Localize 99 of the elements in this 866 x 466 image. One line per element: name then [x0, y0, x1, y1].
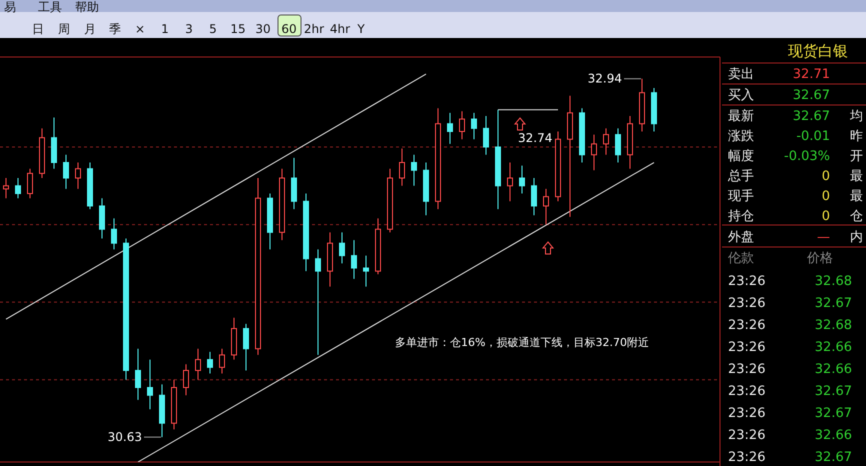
- text: 卖出: [728, 67, 754, 82]
- text: 现货白银: [788, 42, 848, 60]
- text: 仓: [850, 209, 863, 224]
- candlestick: [531, 178, 537, 216]
- text: 月: [84, 22, 96, 36]
- text: 32.67: [814, 296, 852, 311]
- annotation: 多单进市：仓16%，损破通道下线，目标32.70附近: [395, 336, 649, 349]
- text: -0.01: [796, 129, 830, 144]
- candlestick: [15, 178, 21, 199]
- text: 32.68: [814, 318, 852, 333]
- text: 60: [281, 22, 297, 36]
- text: 价格: [806, 251, 833, 266]
- text: 23:26: [728, 274, 766, 289]
- candlestick: [399, 148, 405, 186]
- text: 3: [185, 22, 193, 36]
- text: 周: [58, 22, 70, 36]
- text: 昨: [850, 129, 863, 144]
- candlestick: [459, 110, 465, 140]
- text: 30: [255, 22, 271, 36]
- candlestick: [111, 218, 117, 250]
- text: —: [817, 230, 830, 245]
- text: 0: [822, 189, 830, 204]
- text: 32.67: [814, 406, 852, 421]
- text: 伦款: [728, 251, 754, 266]
- text: 季: [109, 22, 121, 36]
- text: 内: [850, 230, 863, 245]
- text: 1: [161, 22, 169, 36]
- candlestick: [483, 115, 489, 156]
- text: 外盘: [728, 230, 754, 245]
- text: 32.67: [792, 88, 830, 103]
- annotation: 32.74: [518, 131, 552, 145]
- text: ×: [134, 22, 146, 36]
- candlestick: [591, 134, 597, 171]
- text: 32.66: [814, 340, 852, 355]
- text: -0.03%: [784, 149, 830, 164]
- text: 23:26: [728, 362, 766, 377]
- text: Y: [356, 22, 366, 36]
- annotation: 32.94: [588, 72, 622, 86]
- text: 最: [850, 169, 863, 184]
- text: 最: [850, 189, 863, 204]
- candlestick: [351, 240, 357, 280]
- candlestick: [75, 162, 81, 190]
- candlestick: [135, 348, 141, 400]
- text: 最新: [728, 109, 754, 124]
- candlestick: [147, 359, 153, 410]
- candlestick: [63, 154, 69, 190]
- text: 0: [822, 209, 830, 224]
- text: 32.66: [814, 428, 852, 443]
- text: 2hr: [304, 22, 324, 36]
- text: 32.67: [792, 109, 830, 124]
- text: 32.67: [814, 384, 852, 399]
- text: 工具: [38, 0, 62, 14]
- text: 23:26: [728, 384, 766, 399]
- text: 幅度: [728, 148, 754, 164]
- candlestick: [219, 348, 225, 374]
- candlestick: [207, 351, 213, 374]
- text: 均: [849, 109, 863, 124]
- text: 4hr: [330, 22, 350, 36]
- candlestick: [27, 168, 33, 199]
- text: 23:26: [728, 340, 766, 355]
- candlestick: [99, 198, 105, 240]
- text: 32.66: [814, 362, 852, 377]
- text: 开: [850, 149, 863, 164]
- candlestick: [339, 232, 345, 264]
- text: 23:26: [728, 318, 766, 333]
- text: 持仓: [728, 209, 754, 224]
- text: 易: [4, 0, 16, 14]
- candlestick: [411, 154, 417, 186]
- text: 总手: [727, 169, 754, 184]
- text: 23:26: [728, 450, 766, 465]
- text: 23:26: [728, 296, 766, 311]
- candlestick: [183, 364, 189, 396]
- text: 32.67: [814, 450, 852, 465]
- candlestick: [243, 323, 249, 371]
- text: 32.68: [814, 274, 852, 289]
- text: 现手: [728, 189, 754, 204]
- text: 23:26: [728, 428, 766, 443]
- candlestick: [195, 348, 201, 380]
- annotation: 30.63: [108, 430, 142, 444]
- text: 日: [32, 22, 44, 36]
- candlestick: [543, 188, 549, 226]
- text: 0: [822, 169, 830, 184]
- candlestick: [363, 255, 369, 288]
- candlestick: [471, 112, 477, 140]
- candlestick: [447, 112, 453, 144]
- candlestick: [519, 165, 525, 194]
- candlestick: [315, 248, 321, 356]
- candlestick: [507, 162, 513, 202]
- text: 23:26: [728, 406, 766, 421]
- text: 5: [209, 22, 217, 36]
- text: 买入: [728, 88, 754, 103]
- candlestick: [603, 128, 609, 156]
- candlestick: [291, 157, 297, 210]
- text: 涨跌: [728, 129, 754, 144]
- text: 32.71: [792, 67, 830, 82]
- text: 帮助: [75, 0, 99, 14]
- candlestick: [615, 128, 621, 164]
- candlestick: [3, 178, 9, 199]
- text: 15: [230, 22, 246, 36]
